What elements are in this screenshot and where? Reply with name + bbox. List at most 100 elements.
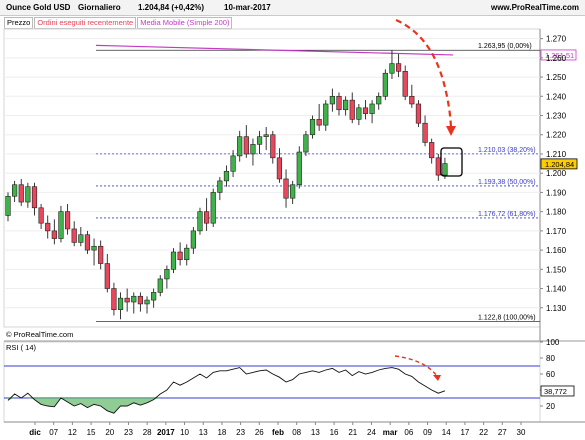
candle[interactable]: [329, 88, 335, 112]
candle-body: [12, 184, 18, 197]
candle-body: [104, 263, 110, 289]
chart-header: Ounce Gold USD Giornaliero 1.204,84 (+0,…: [0, 0, 585, 16]
candle[interactable]: [323, 100, 329, 131]
candle[interactable]: [151, 288, 157, 308]
candle-body: [144, 299, 150, 305]
candle[interactable]: [51, 219, 57, 245]
price-panel-frame: [3, 28, 541, 328]
candle[interactable]: [64, 203, 71, 235]
candle[interactable]: [164, 265, 170, 289]
candle[interactable]: [276, 148, 283, 183]
candle[interactable]: [395, 53, 402, 78]
candle[interactable]: [98, 240, 104, 270]
site-label[interactable]: www.ProRealTime.com: [490, 3, 579, 12]
candle[interactable]: [157, 275, 163, 297]
candle-body: [137, 295, 144, 305]
candle[interactable]: [12, 180, 18, 203]
candle[interactable]: [422, 115, 428, 147]
fib-level-label: 1.193,38 (50,00%): [478, 179, 536, 186]
candle[interactable]: [303, 130, 309, 156]
candle[interactable]: [316, 103, 322, 131]
candle[interactable]: [71, 221, 77, 247]
candle-body: [243, 136, 249, 155]
instrument-name: Ounce Gold USD: [6, 3, 71, 12]
candle[interactable]: [124, 288, 130, 312]
candle[interactable]: [177, 242, 183, 266]
candle[interactable]: [131, 292, 137, 314]
candle[interactable]: [78, 227, 84, 247]
x-tick-label: 13: [311, 428, 320, 437]
candle-body: [31, 186, 38, 209]
candle[interactable]: [197, 207, 203, 235]
candle[interactable]: [256, 130, 263, 154]
candle-body: [409, 95, 415, 105]
candle-body: [131, 295, 137, 303]
candle[interactable]: [184, 244, 190, 266]
candle[interactable]: [435, 153, 441, 181]
candle[interactable]: [45, 215, 51, 239]
rsi-value-label: 38,772: [544, 387, 567, 396]
candle[interactable]: [243, 125, 249, 158]
candle-body: [376, 95, 382, 105]
candle[interactable]: [389, 50, 395, 79]
candle[interactable]: [25, 182, 31, 208]
x-tick-label: 13: [199, 428, 208, 437]
candle[interactable]: [111, 282, 117, 316]
candle[interactable]: [204, 198, 210, 231]
candle-body: [395, 63, 402, 72]
candle[interactable]: [31, 182, 38, 216]
rsi-tick-label: 60: [546, 370, 555, 379]
candle-body: [356, 107, 362, 120]
candle[interactable]: [137, 292, 144, 312]
candle-body: [210, 192, 216, 224]
candle[interactable]: [38, 203, 44, 229]
candle[interactable]: [283, 169, 289, 208]
candle[interactable]: [309, 115, 316, 139]
candle[interactable]: [376, 92, 382, 110]
candle[interactable]: [84, 230, 91, 254]
candle[interactable]: [170, 248, 177, 274]
fib-level-label: 1.176,72 (61,80%): [478, 211, 536, 218]
candle[interactable]: [382, 69, 388, 101]
candle[interactable]: [117, 292, 124, 320]
candle-body: [170, 251, 177, 270]
candle[interactable]: [369, 100, 375, 124]
candle[interactable]: [296, 146, 302, 189]
period-label: Giornaliero: [78, 3, 121, 12]
candle[interactable]: [223, 165, 230, 187]
candle[interactable]: [250, 138, 256, 166]
candle[interactable]: [263, 127, 269, 151]
candle[interactable]: [349, 92, 355, 124]
candle[interactable]: [230, 150, 236, 178]
candle[interactable]: [356, 103, 362, 126]
candle[interactable]: [402, 65, 408, 101]
candle[interactable]: [217, 177, 223, 201]
candle-body: [362, 107, 369, 114]
candle[interactable]: [18, 178, 24, 206]
candle[interactable]: [415, 100, 422, 128]
candle[interactable]: [343, 96, 349, 116]
candle[interactable]: [429, 138, 435, 164]
candle-body: [124, 297, 130, 303]
candle[interactable]: [144, 296, 150, 314]
candle[interactable]: [58, 205, 64, 243]
candle-body: [290, 184, 296, 199]
candle[interactable]: [91, 238, 97, 266]
candle[interactable]: [362, 100, 369, 120]
x-tick-label: 24: [367, 428, 376, 437]
candle-body: [78, 234, 84, 243]
candle-body: [177, 251, 183, 261]
candle[interactable]: [5, 192, 11, 222]
candle[interactable]: [336, 92, 342, 116]
candle-body: [442, 163, 448, 176]
candle[interactable]: [190, 227, 196, 254]
candle[interactable]: [290, 180, 296, 204]
x-tick-label: 21: [348, 428, 357, 437]
candle[interactable]: [104, 253, 110, 293]
candle[interactable]: [409, 84, 415, 108]
candle[interactable]: [270, 130, 276, 164]
candle[interactable]: [237, 130, 243, 162]
candle-body: [184, 247, 190, 261]
candle[interactable]: [210, 188, 216, 228]
candle-body: [389, 63, 395, 74]
